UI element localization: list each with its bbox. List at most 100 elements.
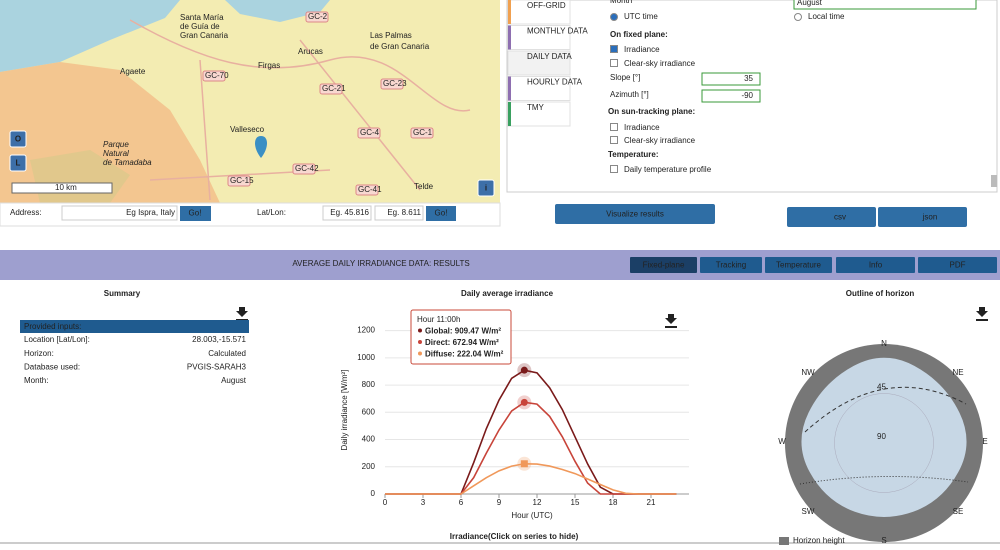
tooltip-line: Hour 11:00h xyxy=(417,315,460,324)
results-button[interactable] xyxy=(918,257,997,273)
go-button[interactable] xyxy=(180,206,211,221)
radio[interactable] xyxy=(610,13,618,21)
lat-input[interactable] xyxy=(322,205,372,221)
direction-label: NW xyxy=(801,368,815,377)
direction-label: SW xyxy=(802,507,815,516)
summary-header xyxy=(20,320,249,333)
action-button-label: json xyxy=(922,213,938,222)
summary-title: Summary xyxy=(104,289,141,298)
results-button-label: Fixed-plane xyxy=(643,261,685,270)
road-label: GC-2 xyxy=(308,12,328,21)
road-badge xyxy=(319,83,343,95)
elevation-label: 45 xyxy=(877,383,886,392)
results-button-label: PDF xyxy=(950,261,966,270)
y-tick-label: 0 xyxy=(371,489,376,498)
map-place: Arucas xyxy=(298,47,323,56)
checkbox-label: Irradiance xyxy=(624,45,660,54)
tab-label: TMY xyxy=(527,103,545,112)
tab[interactable] xyxy=(507,76,571,101)
action-button-label: Visualize results xyxy=(606,210,664,219)
y-tick-label: 200 xyxy=(362,462,376,471)
map-scale-label: 10 km xyxy=(55,183,77,192)
month-select[interactable] xyxy=(793,0,977,10)
road-badge xyxy=(410,127,434,139)
summary-header-label: Provided inputs: xyxy=(24,322,81,331)
map-scale xyxy=(11,182,113,194)
map-place: Valleseco xyxy=(230,125,265,134)
checkbox[interactable] xyxy=(610,45,618,53)
results-button[interactable] xyxy=(765,257,832,273)
download-icon[interactable] xyxy=(976,307,988,321)
map-button[interactable] xyxy=(9,130,27,148)
road-label: GC-1 xyxy=(413,128,433,137)
map-button[interactable] xyxy=(9,154,27,172)
checkbox[interactable] xyxy=(610,123,618,131)
direction-label: W xyxy=(778,437,786,446)
radio-label: Local time xyxy=(808,12,845,21)
action-button[interactable] xyxy=(555,204,715,224)
form-label: Slope [°] xyxy=(610,73,640,82)
road-badge xyxy=(305,11,329,23)
tab-marker xyxy=(508,0,511,24)
month-value: August xyxy=(797,0,823,7)
checkbox-label: Clear-sky irradiance xyxy=(624,136,696,145)
azimuth-input[interactable] xyxy=(701,89,761,103)
x-tick-label: 21 xyxy=(647,498,656,507)
download-icon[interactable] xyxy=(236,307,248,321)
address-placeholder: Eg Ispra, Italy xyxy=(126,208,175,217)
checkbox[interactable] xyxy=(610,165,618,173)
road-label: GC-42 xyxy=(295,164,319,173)
download-icon[interactable] xyxy=(665,314,677,328)
road-label: GC-21 xyxy=(322,84,346,93)
x-axis-label: Hour (UTC) xyxy=(511,511,553,520)
action-button[interactable] xyxy=(878,207,967,227)
map-place: Las Palmas xyxy=(370,31,412,40)
results-button[interactable] xyxy=(700,257,762,273)
tab-label: MONTHLY DATA xyxy=(527,27,588,36)
results-button-label: Tracking xyxy=(716,261,746,270)
tooltip-dot xyxy=(418,328,422,333)
tab-marker xyxy=(508,25,511,50)
summary-value: Calculated xyxy=(208,349,246,358)
map-place: Gran Canaria xyxy=(180,31,229,40)
results-button[interactable] xyxy=(630,257,697,273)
tab[interactable] xyxy=(507,50,571,76)
tooltip-line: Diffuse: 222.04 W/m² xyxy=(425,350,504,359)
y-tick-label: 800 xyxy=(362,380,376,389)
x-tick-label: 18 xyxy=(609,498,618,507)
tab[interactable] xyxy=(507,0,571,25)
x-tick-label: 9 xyxy=(497,498,502,507)
series-line[interactable] xyxy=(385,401,677,495)
tab-label: OFF-GRID xyxy=(527,1,566,10)
results-button[interactable] xyxy=(836,257,915,273)
map-sea xyxy=(0,0,180,72)
lon-input[interactable] xyxy=(374,205,424,221)
series-line[interactable] xyxy=(385,462,677,495)
direction-label: N xyxy=(881,339,887,348)
map-place: Agaete xyxy=(120,67,146,76)
map-place: Telde xyxy=(414,182,434,191)
elevation-label: 90 xyxy=(877,432,886,441)
slope-input[interactable] xyxy=(701,72,761,86)
map-place: Firgas xyxy=(258,61,280,70)
map-sea xyxy=(225,0,330,22)
scrollbar xyxy=(991,175,997,187)
checkbox[interactable] xyxy=(610,136,618,144)
action-button-label: csv xyxy=(834,213,846,222)
x-tick-label: 0 xyxy=(383,498,388,507)
map-pin xyxy=(255,136,267,158)
chart-footer: Irradiance(Click on series to hide) xyxy=(450,532,579,541)
checkbox[interactable] xyxy=(610,59,618,67)
legend-swatch[interactable] xyxy=(779,537,789,545)
series-line[interactable] xyxy=(385,369,677,495)
map-button[interactable] xyxy=(477,179,495,197)
tab-marker xyxy=(508,102,511,126)
form-heading: Temperature: xyxy=(608,150,659,159)
summary-key: Database used: xyxy=(24,363,80,372)
horizon-title: Outline of horizon xyxy=(846,289,915,298)
address-input[interactable] xyxy=(61,205,178,221)
radio[interactable] xyxy=(794,13,802,21)
go-button[interactable] xyxy=(426,206,456,221)
action-button[interactable] xyxy=(787,207,876,227)
tab-label: HOURLY DATA xyxy=(527,78,583,87)
